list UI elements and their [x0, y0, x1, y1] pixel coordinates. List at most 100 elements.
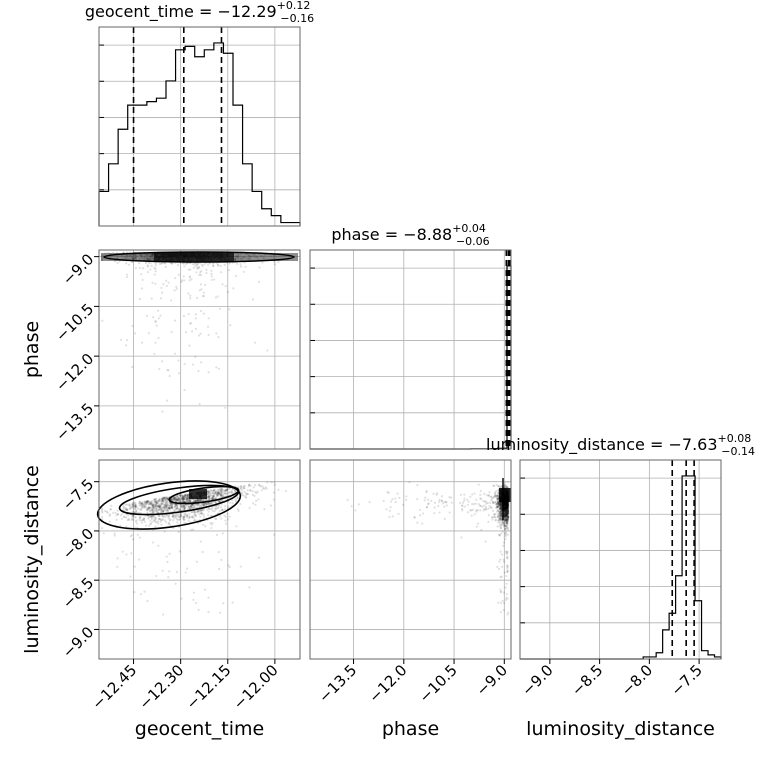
sample-point	[134, 515, 137, 519]
sample-point	[416, 484, 419, 487]
sample-point	[242, 486, 245, 490]
sample-point	[176, 495, 179, 498]
sample-point	[154, 319, 157, 323]
sample-point	[197, 262, 200, 265]
sample-point	[382, 500, 385, 503]
sample-point	[224, 505, 227, 508]
sample-point	[235, 525, 238, 528]
sample-point	[207, 610, 210, 614]
sample-point	[232, 287, 235, 290]
sample-point	[190, 511, 193, 514]
sample-point	[127, 263, 131, 266]
sample-point	[224, 492, 227, 495]
sample-point	[175, 504, 178, 507]
sample-point	[219, 515, 222, 518]
sample-point	[475, 525, 478, 528]
sample-point	[258, 484, 261, 487]
sample-point	[474, 502, 477, 505]
sample-point	[220, 491, 223, 495]
sample-point	[215, 262, 218, 265]
sample-point	[499, 588, 502, 591]
sample-point	[183, 279, 186, 282]
sample-point	[476, 522, 480, 525]
y-tick-label: −8.5	[59, 574, 97, 612]
sample-point	[497, 514, 500, 517]
panel-title-geocent_time: geocent_time = −12.29+0.12 −0.16	[85, 0, 314, 25]
sample-point	[109, 508, 112, 511]
sample-point	[151, 281, 154, 284]
sample-point	[500, 553, 504, 556]
sample-point	[426, 503, 430, 506]
sample-point	[502, 541, 506, 544]
sample-point	[154, 262, 158, 265]
hist-panel-geocent_time	[98, 26, 301, 227]
sample-point	[438, 500, 441, 503]
sample-point	[248, 586, 251, 589]
sample-point	[506, 508, 509, 511]
sample-point	[495, 489, 498, 493]
sample-point	[252, 502, 255, 505]
y-tick-label: −13.5	[52, 400, 97, 445]
sample-point	[188, 499, 191, 503]
sample-point	[142, 506, 145, 509]
sample-point	[201, 264, 204, 267]
panel-title-luminosity_distance: luminosity_distance = −7.63+0.08 −0.14	[486, 432, 755, 458]
sample-point	[218, 510, 221, 513]
sample-point	[206, 508, 209, 511]
sample-point	[158, 368, 161, 371]
sample-point	[244, 491, 247, 495]
sample-point	[210, 526, 213, 530]
sample-point	[231, 601, 234, 604]
sample-point	[186, 514, 189, 517]
sample-point	[210, 491, 213, 494]
sample-point	[504, 511, 507, 515]
sample-point	[148, 502, 151, 506]
sample-point	[488, 505, 491, 508]
sample-point	[270, 481, 273, 484]
sample-point	[150, 264, 153, 267]
sample-point	[438, 511, 441, 514]
sample-point	[156, 520, 160, 523]
sample-point	[386, 490, 389, 494]
sample-point	[357, 503, 360, 506]
sample-point	[498, 560, 501, 563]
sample-point	[220, 271, 223, 274]
sample-point	[152, 316, 155, 319]
sample-point	[466, 503, 469, 506]
sample-point	[147, 516, 151, 519]
sample-point	[484, 508, 488, 511]
sample-point	[463, 505, 466, 508]
sample-point	[483, 492, 486, 495]
sample-point	[209, 494, 212, 497]
sample-point	[221, 532, 224, 535]
sample-point	[226, 518, 230, 521]
sample-point	[257, 556, 261, 559]
sample-point	[480, 528, 483, 531]
sample-point	[150, 509, 153, 512]
sample-point	[192, 266, 195, 269]
sample-point	[433, 512, 436, 515]
sample-point	[148, 500, 151, 504]
sample-point	[214, 492, 217, 495]
sample-point	[504, 509, 507, 512]
sample-point	[112, 511, 115, 514]
sample-point	[143, 504, 146, 508]
sample-point	[220, 508, 223, 512]
sample-point	[215, 517, 218, 520]
sample-point	[224, 285, 227, 288]
sample-point	[190, 322, 193, 325]
sample-point	[200, 263, 203, 266]
sample-point	[116, 261, 119, 265]
sample-point	[156, 309, 160, 312]
sample-point	[194, 513, 197, 517]
sample-point	[185, 262, 188, 266]
sample-point	[192, 528, 195, 531]
sample-point	[215, 366, 218, 369]
sample-point	[350, 505, 353, 508]
sample-point	[143, 590, 146, 593]
sample-point	[487, 513, 490, 517]
sample-point	[153, 518, 156, 522]
sample-point	[242, 270, 245, 273]
sample-point	[220, 489, 223, 492]
sample-point	[183, 265, 186, 268]
